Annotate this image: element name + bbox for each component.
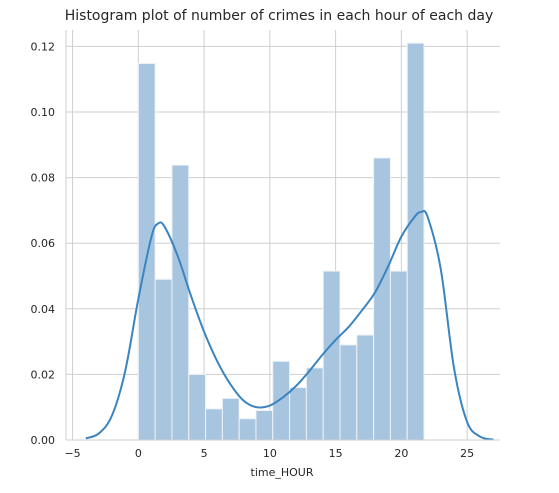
histogram-bar	[356, 334, 375, 441]
x-tick-labels: −5 0 5 10 15 20 25	[64, 447, 474, 460]
y-tick-labels: 0.00 0.02 0.04 0.06 0.08 0.10 0.12	[31, 40, 56, 447]
histogram-bar	[221, 397, 240, 441]
y-tick-label: 0.10	[31, 106, 56, 119]
histogram-bar	[154, 278, 173, 441]
histogram-bar	[389, 270, 408, 441]
histogram-bar	[171, 164, 190, 441]
x-tick-label: 0	[135, 447, 142, 460]
y-tick-label: 0.06	[31, 237, 56, 250]
x-tick-label: 15	[329, 447, 343, 460]
histogram-bar	[238, 418, 257, 441]
histogram-bar	[322, 270, 341, 441]
histogram-bar	[289, 387, 307, 441]
y-tick-label: 0.12	[31, 40, 56, 53]
y-tick-label: 0.02	[31, 368, 56, 381]
x-tick-label: 10	[263, 447, 277, 460]
x-tick-label: 25	[460, 447, 474, 460]
histogram-bar	[205, 408, 223, 441]
y-tick-label: 0.04	[31, 303, 56, 316]
chart-title: Histogram plot of number of crimes in ea…	[65, 8, 494, 24]
kde-line	[85, 209, 494, 441]
x-axis-label: time_HOUR	[251, 466, 314, 479]
histogram-bar	[406, 42, 425, 441]
histogram-bar	[137, 62, 156, 441]
y-tick-label: 0.08	[31, 172, 56, 185]
histogram-bar	[272, 360, 291, 441]
histogram-bar	[339, 344, 358, 441]
y-tick-label: 0.00	[31, 434, 56, 447]
histogram-bar	[305, 367, 324, 441]
histogram-bar	[373, 157, 391, 441]
histogram-bar	[188, 373, 207, 441]
axes	[65, 30, 500, 441]
histogram-bars	[137, 42, 425, 441]
x-tick-label: −5	[64, 447, 80, 460]
x-tick-label: 5	[201, 447, 208, 460]
histogram-bar	[255, 409, 274, 441]
x-tick-label: 20	[394, 447, 408, 460]
